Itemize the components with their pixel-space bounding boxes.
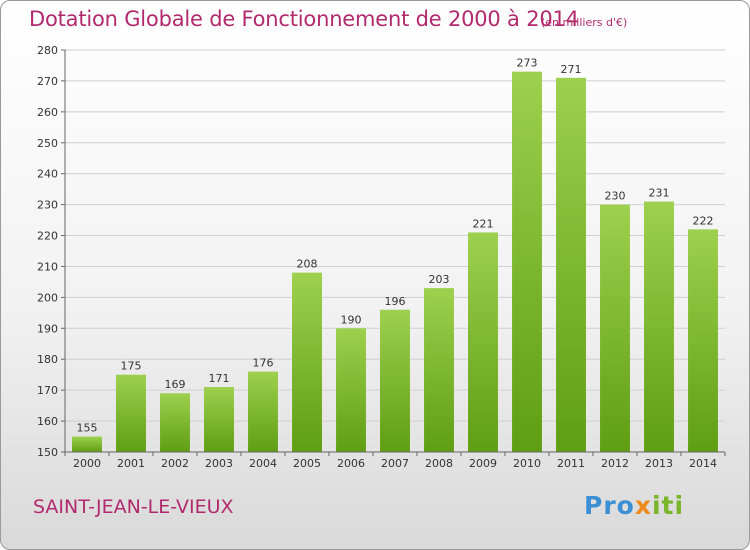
data-label-2007: 196	[385, 295, 406, 308]
x-tick-label-2014: 2014	[689, 457, 717, 470]
commune-name: SAINT-JEAN-LE-VIEUX	[33, 496, 234, 518]
proxiti-logo: Proxiti	[584, 491, 685, 520]
bar-2010	[512, 71, 542, 453]
data-label-2003: 171	[209, 372, 230, 385]
data-label-2004: 176	[253, 357, 274, 370]
x-tick-label-2013: 2013	[645, 457, 673, 470]
data-label-2008: 203	[429, 273, 450, 286]
x-tick-label-2007: 2007	[381, 457, 409, 470]
data-label-2001: 175	[121, 360, 142, 373]
y-tick-label: 170	[37, 384, 58, 397]
chart-unit-note: (en milliers d'€)	[541, 16, 628, 29]
y-tick-label: 280	[37, 44, 58, 57]
bar-2000	[72, 436, 102, 452]
data-label-2000: 155	[77, 422, 98, 435]
y-tick-label: 230	[37, 199, 58, 212]
x-tick-label-2011: 2011	[557, 457, 585, 470]
y-tick-label: 200	[37, 291, 58, 304]
bar-2001	[116, 374, 146, 452]
x-tick-label-2006: 2006	[337, 457, 365, 470]
x-tick-label-2000: 2000	[73, 457, 101, 470]
y-tick-label: 190	[37, 322, 58, 335]
y-tick-label: 150	[37, 446, 58, 459]
bar-2008	[424, 288, 454, 452]
y-tick-label: 240	[37, 168, 58, 181]
bar-2012	[600, 204, 630, 452]
x-tick-label-2005: 2005	[293, 457, 321, 470]
x-tick-label-2009: 2009	[469, 457, 497, 470]
x-tick-label-2001: 2001	[117, 457, 145, 470]
data-label-2009: 221	[473, 217, 494, 230]
y-tick-label: 210	[37, 260, 58, 273]
data-label-2005: 208	[297, 258, 318, 271]
data-label-2012: 230	[605, 190, 626, 203]
data-label-2006: 190	[341, 313, 362, 326]
bar-2011	[556, 77, 586, 452]
y-tick-label: 270	[37, 75, 58, 88]
x-tick-label-2008: 2008	[425, 457, 453, 470]
bar-2009	[468, 232, 498, 452]
chart-title: Dotation Globale de Fonctionnement de 20…	[29, 7, 579, 31]
data-label-2010: 273	[517, 57, 538, 70]
bar-2013	[644, 201, 674, 452]
y-tick-label: 180	[37, 353, 58, 366]
x-tick-label-2004: 2004	[249, 457, 277, 470]
bar-2014	[688, 229, 718, 452]
y-tick-label: 260	[37, 106, 58, 119]
x-tick-label-2010: 2010	[513, 457, 541, 470]
data-label-2013: 231	[649, 187, 670, 200]
bar-2006	[336, 328, 366, 452]
y-tick-label: 220	[37, 230, 58, 243]
x-tick-label-2002: 2002	[161, 457, 189, 470]
data-label-2014: 222	[693, 214, 714, 227]
x-tick-label-2003: 2003	[205, 457, 233, 470]
bar-2007	[380, 309, 410, 452]
bar-2004	[248, 371, 278, 452]
data-label-2011: 271	[561, 63, 582, 76]
bar-2003	[204, 387, 234, 452]
data-label-2002: 169	[165, 378, 186, 391]
bar-2002	[160, 393, 190, 452]
y-tick-label: 160	[37, 415, 58, 428]
y-tick-label: 250	[37, 137, 58, 150]
bar-2005	[292, 272, 322, 452]
x-tick-label-2012: 2012	[601, 457, 629, 470]
